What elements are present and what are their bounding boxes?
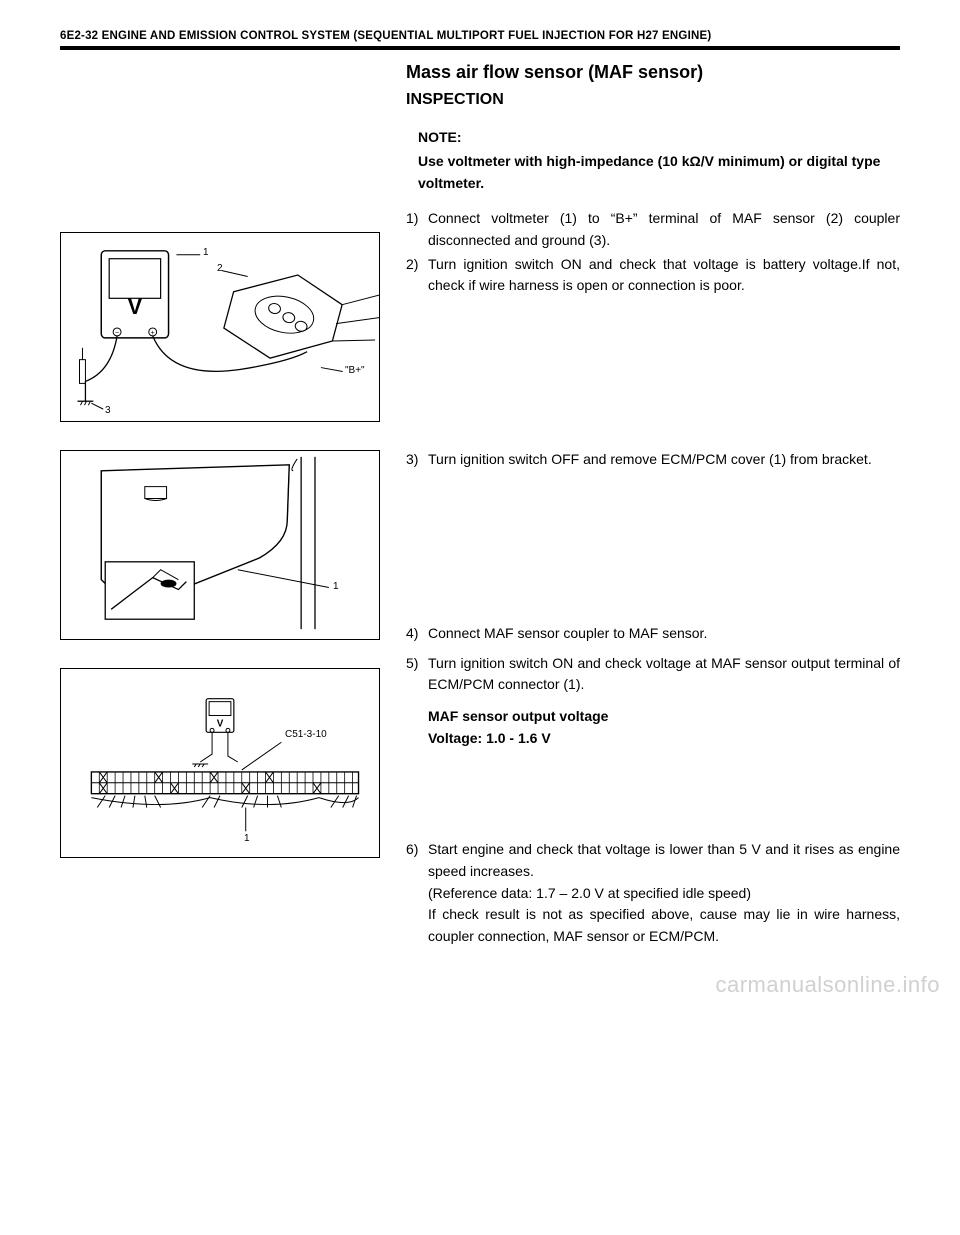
section-title: Mass air flow sensor (MAF sensor): [406, 62, 900, 83]
step-2: 2) Turn ignition switch ON and check tha…: [406, 254, 900, 297]
steps-list-a: 1) Connect voltmeter (1) to “B+” termina…: [406, 208, 900, 297]
spacer-2: [406, 473, 900, 623]
step-4-num: 4): [406, 623, 428, 645]
page: 6E2-32 ENGINE AND EMISSION CONTROL SYSTE…: [0, 0, 960, 1010]
step-5: 5) Turn ignition switch ON and check vol…: [406, 653, 900, 696]
svg-text:V: V: [128, 294, 143, 319]
step-1-text: Connect voltmeter (1) to “B+” terminal o…: [428, 208, 900, 251]
svg-text:V: V: [217, 718, 224, 729]
figure-1: V − +: [60, 232, 380, 422]
step-3-text: Turn ignition switch OFF and remove ECM/…: [428, 449, 900, 471]
steps-list-b: 3) Turn ignition switch OFF and remove E…: [406, 449, 900, 471]
step-1: 1) Connect voltmeter (1) to “B+” termina…: [406, 208, 900, 251]
step-6-text: Start engine and check that voltage is l…: [428, 839, 900, 947]
two-column-layout: V − +: [60, 62, 900, 950]
fig1-callout-3: 3: [105, 405, 111, 416]
step-3: 3) Turn ignition switch OFF and remove E…: [406, 449, 900, 471]
step-3-num: 3): [406, 449, 428, 471]
spec-line-1: MAF sensor output voltage: [406, 706, 900, 728]
step-2-text: Turn ignition switch ON and check that v…: [428, 254, 900, 297]
spacer-3: [406, 749, 900, 839]
figures-column: V − +: [60, 62, 380, 950]
page-header: 6E2-32 ENGINE AND EMISSION CONTROL SYSTE…: [60, 30, 900, 46]
subsection-title: INSPECTION: [406, 91, 900, 109]
spec-line-2: Voltage: 1.0 - 1.6 V: [406, 728, 900, 750]
figure-3: V: [60, 668, 380, 858]
fig1-terminal-label: "B+": [345, 365, 365, 376]
step-6-num: 6): [406, 839, 428, 947]
step-4-text: Connect MAF sensor coupler to MAF sensor…: [428, 623, 900, 645]
step-2-num: 2): [406, 254, 428, 297]
fig3-callout-1: 1: [244, 833, 250, 844]
header-rule: [60, 46, 900, 50]
note-text: Use voltmeter with high-impedance (10 kΩ…: [418, 151, 888, 194]
fig2-callout-1: 1: [333, 581, 339, 592]
step-6: 6) Start engine and check that voltage i…: [406, 839, 900, 947]
step-5-text: Turn ignition switch ON and check voltag…: [428, 653, 900, 696]
svg-text:−: −: [115, 330, 119, 337]
step-1-num: 1): [406, 208, 428, 251]
fig3-connector-label: C51-3-10: [285, 729, 327, 740]
steps-list-c: 4) Connect MAF sensor coupler to MAF sen…: [406, 623, 900, 645]
spacer-1: [406, 299, 900, 449]
step-5-num: 5): [406, 653, 428, 696]
figure-2-svg: [61, 451, 379, 639]
step-4: 4) Connect MAF sensor coupler to MAF sen…: [406, 623, 900, 645]
text-column: Mass air flow sensor (MAF sensor) INSPEC…: [406, 62, 900, 950]
figure-3-svg: V: [61, 669, 379, 857]
note-block: NOTE: Use voltmeter with high-impedance …: [406, 129, 900, 194]
figure-2: 1: [60, 450, 380, 640]
steps-list-e: 6) Start engine and check that voltage i…: [406, 839, 900, 947]
note-label: NOTE:: [418, 129, 888, 145]
svg-text:+: +: [151, 330, 155, 337]
fig1-callout-2: 2: [217, 263, 223, 274]
fig1-callout-1: 1: [203, 247, 209, 258]
steps-list-d: 5) Turn ignition switch ON and check vol…: [406, 653, 900, 696]
figure-1-svg: V − +: [61, 233, 379, 421]
